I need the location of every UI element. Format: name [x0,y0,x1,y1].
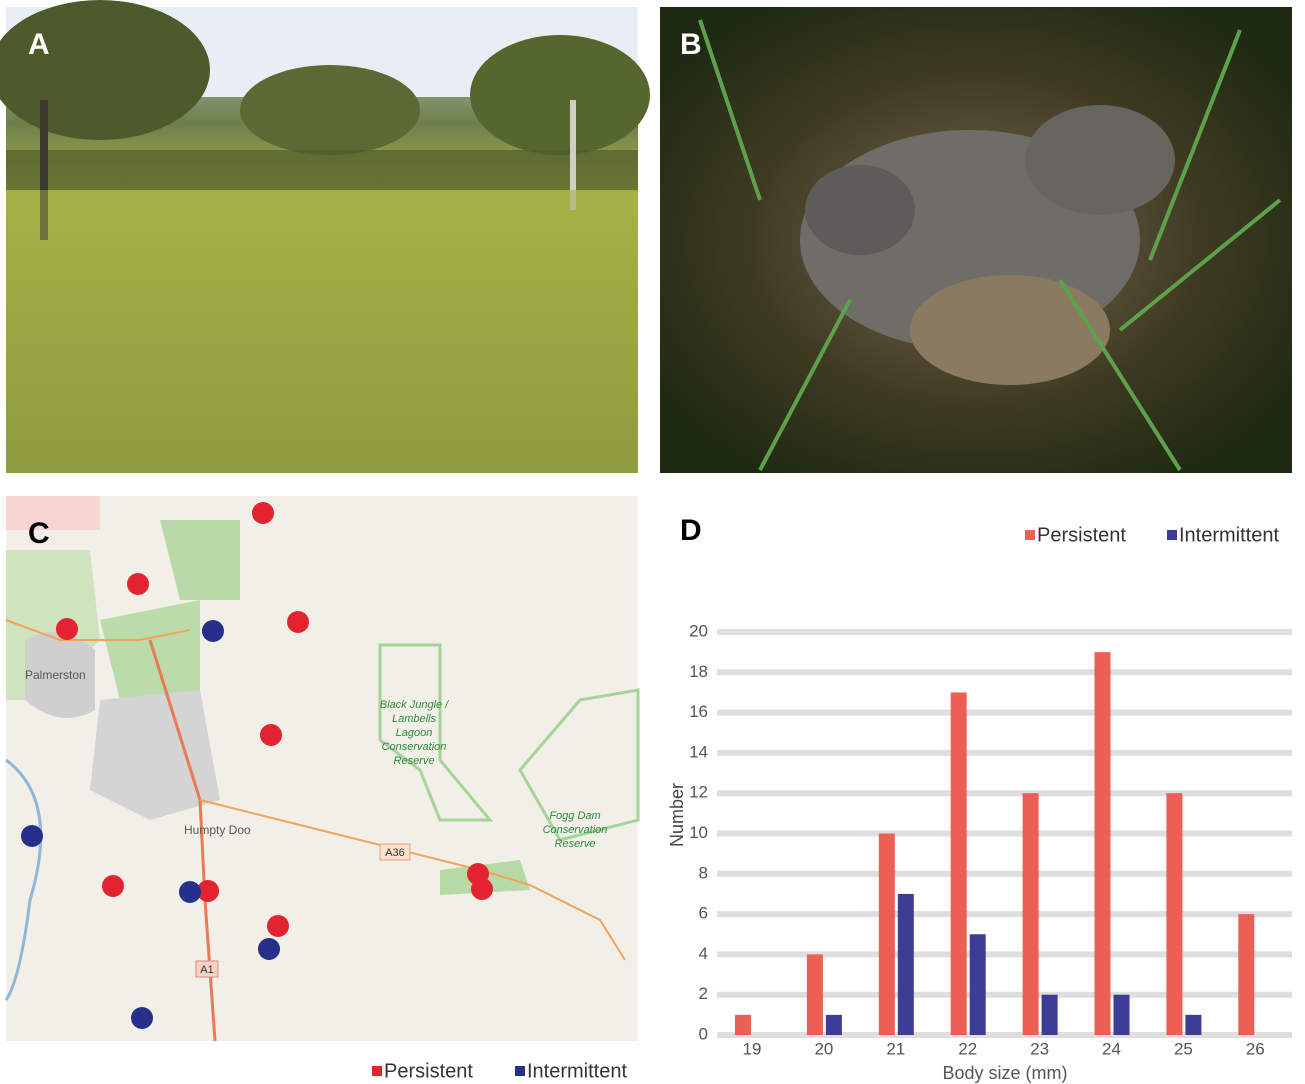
y-tick-label: 10 [689,823,708,842]
y-tick-label: 20 [689,621,708,640]
y-tick-label: 8 [699,863,708,882]
site-dot [471,878,493,900]
legend-swatch [1025,530,1035,540]
panel-label: D [680,514,702,547]
panel-label: C [28,517,50,550]
y-axis-title: Number [667,783,687,847]
bar [1042,995,1058,1035]
reserve-label: Reserve [394,755,435,767]
road-label: A36 [385,847,405,859]
panel-label: B [680,28,702,61]
bar [1238,914,1254,1035]
reserve-label: Reserve [555,838,596,850]
x-tick-label: 20 [814,1039,833,1058]
legend-label: Intermittent [527,1060,627,1082]
x-axis-title: Body size (mm) [942,1063,1067,1083]
bar [951,692,967,1035]
y-tick-label: 18 [689,662,708,681]
legend-label: Intermittent [1179,524,1279,546]
x-tick-label: 21 [886,1039,905,1058]
road-label: A1 [200,964,213,976]
bar [1023,793,1039,1035]
reserve-label: Black Jungle / [380,699,449,711]
x-tick-label: 19 [743,1039,762,1058]
site-dot [258,938,280,960]
bar [1185,1015,1201,1035]
site-dot [287,611,309,633]
photo-a [0,0,650,473]
legend-label: Persistent [384,1060,473,1082]
site-dot [260,724,282,746]
y-tick-label: 6 [699,904,708,923]
y-tick-label: 14 [689,742,708,761]
bar [826,1015,842,1035]
bar [879,834,895,1036]
bar [1095,652,1111,1035]
site-dot [179,881,201,903]
legend-label: Persistent [1037,524,1126,546]
y-tick-label: 16 [689,702,708,721]
reserve-label: Lagoon [396,727,433,739]
panel-label: A [28,28,50,61]
reserve-label: Lambells [392,713,437,725]
x-tick-label: 25 [1174,1039,1193,1058]
reserve-label: Conservation [543,824,608,836]
place-label: Humpty Doo [184,823,251,837]
x-tick-label: 24 [1102,1039,1121,1058]
photo-b [660,7,1292,473]
site-dot [131,1007,153,1029]
legend-swatch [372,1066,382,1076]
bar [1114,995,1130,1035]
reserve-label: Fogg Dam [549,810,600,822]
bar [1166,793,1182,1035]
site-dot [252,502,274,524]
x-tick-label: 23 [1030,1039,1049,1058]
site-dot [127,573,149,595]
map [6,496,638,1041]
figure: A B C Palmerston Humpty Doo Black Jungle… [0,0,1305,1084]
x-tick-label: 22 [958,1039,977,1058]
y-tick-label: 12 [689,783,708,802]
place-label: Palmerston [25,668,86,682]
site-dot [267,915,289,937]
bar [970,934,986,1035]
site-dot [102,875,124,897]
bar [898,894,914,1035]
bar [735,1015,751,1035]
site-dot [202,620,224,642]
reserve-label: Conservation [382,741,447,753]
site-dot [21,825,43,847]
y-tick-label: 0 [699,1024,708,1043]
x-tick-label: 26 [1246,1039,1265,1058]
site-dot [56,618,78,640]
y-tick-label: 2 [699,984,708,1003]
y-tick-label: 4 [699,944,708,963]
legend-swatch [515,1066,525,1076]
bar [807,954,823,1035]
legend-swatch [1167,530,1177,540]
